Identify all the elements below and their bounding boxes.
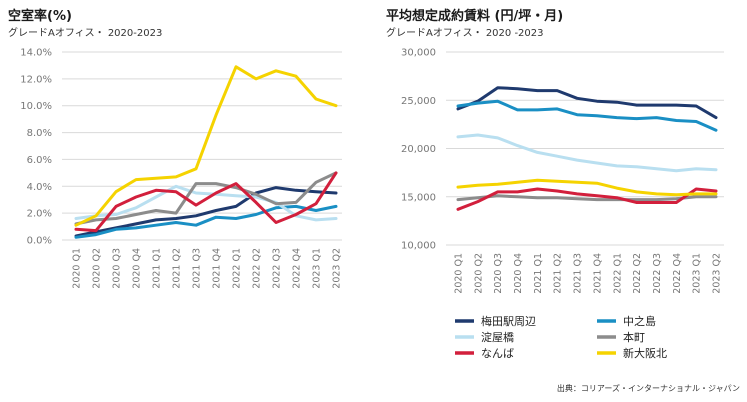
legend-label-yodoyabashi: 淀屋橋: [481, 330, 514, 344]
series-line-nakanoshima: [74, 204, 338, 239]
y-tick-label: 0.0%: [27, 236, 52, 247]
rent-chart-subtitle: グレードAオフィス・ 2020 -2023: [386, 26, 544, 39]
series-line-yodoyabashi: [74, 184, 338, 222]
x-tick-label: 2023 Q1: [692, 253, 703, 294]
x-tick-label: 2020 Q4: [132, 248, 143, 289]
vacancy-chart-title: 空室率(%): [8, 8, 72, 24]
x-tick-label: 2020 Q2: [92, 248, 103, 289]
x-tick-label: 2022 Q3: [272, 248, 283, 289]
series-line-nakanoshima: [456, 99, 718, 132]
vacancy-chart: 0.0% 2.0% 4.0% 6.0% 8.0% 10.0% 12.0% 14.0% 2020 …: [20, 48, 342, 289]
y-tick-label: 4.0%: [27, 182, 52, 193]
x-tick-label: 2022 Q4: [672, 253, 683, 294]
series-line-namba: [456, 187, 718, 211]
x-tick-label: 2022 Q2: [252, 248, 263, 289]
y-tick-label: 20,000: [401, 144, 436, 155]
series-line-shinosaka-north: [456, 178, 718, 197]
series-line-honmachi: [456, 194, 718, 202]
x-tick-label: 2022 Q1: [232, 248, 243, 289]
y-tick-label: 30,000: [401, 48, 436, 59]
x-tick-label: 2021 Q2: [553, 253, 564, 294]
legend-label-shinosaka-north: 新大阪北: [623, 346, 667, 360]
y-tick-label: 10.0%: [20, 101, 52, 112]
legend-label-namba: なんば: [481, 347, 514, 360]
y-tick-label: 15,000: [401, 192, 436, 203]
x-tick-label: 2020 Q2: [473, 253, 484, 294]
x-tick-label: 2022 Q4: [292, 248, 303, 289]
y-tick-label: 10,000: [401, 241, 436, 252]
x-tick-label: 2021 Q4: [212, 248, 223, 289]
rent-chart: 10,000 15,000 20,000 25,000 30,000 2020 Q1 202…: [401, 48, 724, 294]
vacancy-chart-subtitle: グレードAオフィス・ 2020-2023: [8, 26, 162, 39]
legend-label-umeda: 梅田駅周辺: [481, 314, 536, 328]
x-tick-label: 2020 Q3: [493, 253, 504, 294]
x-tick-label: 2022 Q2: [632, 253, 643, 294]
legend: 梅田駅周辺 中之島 淀屋橋 本町 なんば 新大阪北: [455, 314, 667, 360]
x-tick-label: 2021 Q1: [533, 253, 544, 294]
rent-chart-title: 平均想定成約賃料 (円/坪・月): [386, 8, 563, 24]
x-tick-label: 2022 Q3: [652, 253, 663, 294]
series-line-umeda: [456, 86, 718, 120]
x-tick-label: 2021 Q2: [172, 248, 183, 289]
y-tick-label: 14.0%: [20, 48, 52, 59]
y-tick-label: 25,000: [401, 96, 436, 107]
source-note: 出典：コリアーズ・インターナショナル・ジャパン: [557, 383, 740, 393]
series-line-yodoyabashi: [456, 133, 718, 173]
x-tick-label: 2020 Q4: [513, 253, 524, 294]
series-line-umeda: [74, 186, 338, 238]
y-tick-label: 8.0%: [27, 128, 52, 139]
series-line-honmachi: [74, 171, 338, 226]
x-tick-label: 2023 Q2: [712, 253, 723, 294]
x-tick-label: 2023 Q2: [332, 248, 343, 289]
series-line-namba: [74, 171, 338, 233]
legend-label-honmachi: 本町: [623, 330, 645, 344]
x-tick-label: 2021 Q4: [592, 253, 603, 294]
series-line-shinosaka-north: [74, 65, 338, 227]
x-tick-label: 2020 Q3: [112, 248, 123, 289]
x-tick-label: 2021 Q1: [152, 248, 163, 289]
x-tick-label: 2020 Q1: [454, 253, 465, 294]
y-tick-label: 6.0%: [27, 155, 52, 166]
x-tick-label: 2021 Q3: [192, 248, 203, 289]
y-tick-label: 2.0%: [27, 209, 52, 220]
y-tick-label: 12.0%: [20, 74, 52, 85]
x-tick-label: 2023 Q1: [312, 248, 323, 289]
x-tick-label: 2020 Q1: [72, 248, 83, 289]
x-tick-label: 2022 Q1: [612, 253, 623, 294]
x-tick-label: 2021 Q3: [573, 253, 584, 294]
legend-label-nakanoshima: 中之島: [623, 314, 656, 328]
